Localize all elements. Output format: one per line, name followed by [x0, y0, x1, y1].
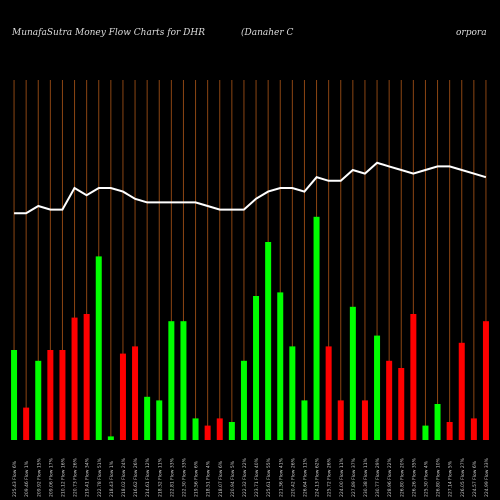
flow-bar — [107, 436, 114, 440]
x-tick-label: 225.43 Flow 6% — [12, 460, 18, 497]
x-tick-label: 222.78 Flow 51% — [97, 457, 103, 497]
x-tick-label: 226.80 Flow 20% — [399, 457, 405, 497]
flow-bar — [458, 342, 465, 440]
flow-bar — [59, 350, 66, 440]
flow-bar — [289, 346, 296, 440]
flow-bar — [216, 418, 223, 440]
x-tick-label: 225.30 Flow 4% — [423, 460, 429, 497]
flow-bar — [47, 350, 54, 440]
x-tick-label: 226.80 Flow 10% — [436, 457, 442, 497]
x-tick-label: 220.94 Flow 5% — [230, 460, 236, 497]
price-line — [14, 161, 487, 215]
x-tick-label: 225.72 Flow 26% — [327, 457, 333, 497]
flow-bar — [11, 350, 18, 440]
x-tick-label: 227.89 Flow 37% — [351, 457, 357, 497]
chart-subtitle-tail: orpora — [456, 28, 487, 38]
flow-bar — [95, 256, 102, 440]
x-tick-label: 225.61 Flow 55% — [266, 457, 272, 497]
flow-bar — [180, 321, 187, 440]
flow-bar — [434, 404, 441, 440]
x-tick-label: 218.43 Flow 1% — [109, 460, 115, 497]
flow-bar — [374, 335, 381, 440]
x-tick-label: 224.57 Flow 6% — [472, 460, 478, 497]
flow-bar — [301, 400, 308, 440]
flow-bar — [119, 353, 126, 440]
x-tick-label: 224.99 Flow 33% — [484, 457, 490, 497]
flow-bar — [349, 306, 356, 440]
x-tick-label: 218.51 Flow 4% — [206, 460, 212, 497]
x-tick-label: 221.36 Flow 41% — [278, 457, 284, 497]
flow-bar — [71, 317, 78, 440]
flow-bar — [83, 314, 90, 440]
x-tick-label: 222.30 Flow 33% — [181, 457, 187, 497]
x-tick-label: 218.02 Flow 24% — [121, 457, 127, 497]
x-tick-label: 219.56 Flow 6% — [194, 460, 200, 497]
x-tick-label: 209.06 Flow 17% — [48, 457, 54, 497]
x-tick-label: 219.41 Flow 34% — [85, 457, 91, 497]
x-tick-label: 222.81 Flow 33% — [169, 457, 175, 497]
x-tick-label: 218.32 Flow 11% — [157, 457, 163, 497]
x-tick-label: 227.14 Flow 5% — [448, 460, 454, 497]
x-tick-label: 230.38 Flow 11% — [363, 457, 369, 497]
flow-bars — [11, 216, 489, 440]
x-tick-label: 228.96 Flow 22% — [387, 457, 393, 497]
x-tick-label: 209.46 Flow 1% — [24, 460, 30, 497]
flow-bar — [265, 242, 272, 440]
flow-bar — [361, 400, 368, 440]
flow-bar — [325, 346, 332, 440]
x-tick-label: 220.42 Flow 26% — [290, 457, 296, 497]
x-tick-label: 214.61 Flow 12% — [145, 457, 151, 497]
flow-bar — [228, 422, 235, 440]
x-tick-label: 218.07 Flow 6% — [218, 460, 224, 497]
x-tick-label: 226.26 Flow 35% — [411, 457, 417, 497]
flow-bar — [192, 418, 199, 440]
x-tick-label: 216.62 Flow 26% — [133, 457, 139, 497]
flow-bar — [204, 425, 211, 440]
x-tick-label: 226.05 Flow 27% — [460, 457, 466, 497]
x-tick-label: 230.77 Flow 29% — [375, 457, 381, 497]
chart-subtitle: (Danaher C — [241, 28, 294, 38]
flow-bar — [35, 360, 42, 440]
flow-bar — [337, 400, 344, 440]
flow-bar — [23, 407, 30, 440]
x-tick-label: 223.71 Flow 40% — [254, 457, 260, 497]
x-tick-label: 224.13 Flow 62% — [315, 457, 321, 497]
x-tick-label: 226.64 Flow 11% — [302, 457, 308, 497]
x-tick-label: 222.32 Flow 22% — [242, 457, 248, 497]
flow-bar — [398, 368, 405, 440]
flow-bar — [482, 321, 489, 440]
flow-bar — [253, 296, 260, 440]
x-tick-label: 209.92 Flow 15% — [36, 457, 42, 497]
x-tick-label: 210.12 Flow 16% — [60, 457, 66, 497]
flow-bar — [277, 292, 284, 440]
flow-bar — [410, 314, 417, 440]
x-tick-label: 220.73 Flow 26% — [73, 457, 79, 497]
flow-bar — [132, 346, 139, 440]
x-tick-label: 224.00 Flow 11% — [339, 457, 345, 497]
flow-bar — [386, 360, 393, 440]
flow-bar — [156, 400, 163, 440]
flow-bar — [313, 216, 320, 440]
x-tick-labels: 225.43 Flow 6% 209.46 Flow 1% 209.92 Flow … — [12, 457, 490, 497]
flow-bar — [422, 425, 429, 440]
flow-bar — [446, 422, 453, 440]
flow-bar — [168, 321, 175, 440]
flow-bar — [240, 360, 247, 440]
flow-bar — [470, 418, 477, 440]
chart-title: MunafaSutra Money Flow Charts for DHR — [12, 28, 205, 38]
flow-bar — [144, 396, 151, 440]
